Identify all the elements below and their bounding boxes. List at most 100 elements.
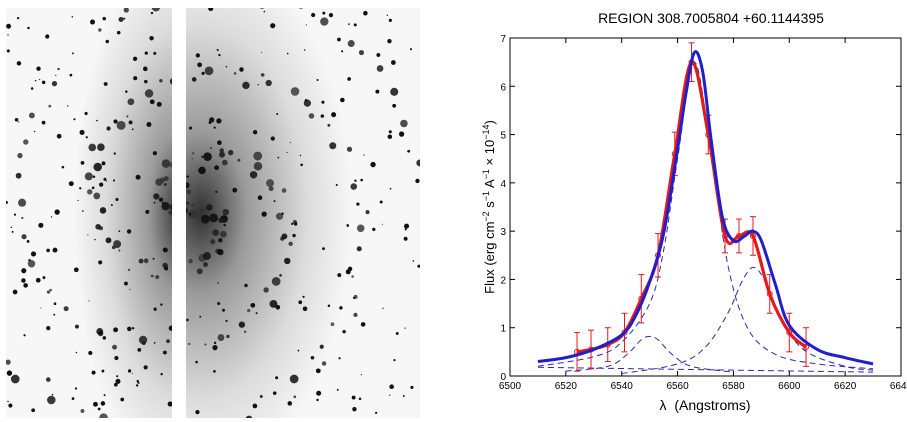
star-dot: [101, 161, 106, 166]
arm-clump: [84, 172, 93, 181]
star-dot: [23, 334, 26, 337]
arm-clump: [127, 268, 131, 271]
arm-clump: [354, 179, 357, 183]
arm-clump: [161, 202, 170, 211]
star-dot: [298, 300, 303, 305]
arm-clump: [118, 17, 124, 23]
star-dot: [310, 355, 315, 360]
star-dot: [337, 37, 341, 42]
star-dot: [131, 372, 133, 375]
star-dot: [347, 266, 353, 272]
star-dot: [56, 133, 62, 139]
star-dot: [52, 247, 58, 253]
star-dot: [186, 318, 189, 322]
star-dot: [96, 119, 98, 122]
arm-clump: [259, 395, 263, 398]
star-dot: [162, 350, 167, 355]
star-dot: [403, 236, 408, 241]
arm-clump: [275, 212, 284, 220]
star-dot: [188, 213, 192, 216]
arm-clump: [219, 148, 224, 153]
star-dot: [382, 223, 384, 225]
arm-clump: [202, 252, 211, 261]
star-dot: [322, 247, 325, 251]
galaxy-image-left: [6, 8, 172, 418]
star-dot: [404, 228, 407, 231]
y-axis-label: Flux (erg cm−2 s−1 A−1 × 10−14): [481, 120, 497, 294]
galaxy-image-right-graphic: [186, 8, 420, 418]
star-dot: [209, 117, 215, 123]
star-dot: [167, 401, 172, 407]
star-dot: [395, 332, 399, 335]
data-point-11: [749, 232, 756, 239]
arm-clump: [237, 158, 241, 162]
star-dot: [272, 391, 277, 395]
arm-clump: [97, 330, 104, 337]
star-dot: [89, 19, 96, 25]
arm-clump: [169, 203, 172, 211]
star-dot: [34, 79, 37, 82]
star-dot: [409, 48, 413, 51]
star-dot: [189, 126, 193, 130]
star-dot: [382, 307, 384, 310]
x-tick-label-1: 6520: [555, 381, 578, 392]
star-dot: [239, 67, 244, 72]
arm-clump: [71, 52, 74, 55]
y-axis-label-c: A: [482, 179, 497, 191]
star-dot: [191, 157, 193, 160]
star-dot: [113, 382, 118, 387]
star-dot: [321, 100, 325, 104]
arm-clump: [356, 246, 362, 252]
arm-clump: [220, 230, 227, 238]
star-dot: [126, 229, 132, 234]
arm-clump: [280, 236, 285, 241]
arm-clump: [166, 339, 170, 344]
star-dot: [217, 301, 221, 305]
star-dot: [197, 62, 202, 68]
star-dot: [113, 152, 116, 155]
star-dot: [128, 120, 133, 125]
arm-clump: [269, 299, 278, 308]
x-tick-label-2: 6540: [611, 381, 634, 392]
star-dot: [275, 304, 281, 310]
star-dot: [18, 121, 20, 123]
arm-clump: [105, 237, 112, 244]
star-dot: [353, 23, 357, 27]
star-dot: [402, 395, 405, 397]
y-tick-label-2: 2: [500, 275, 506, 286]
continuum-line: [537, 366, 874, 373]
star-dot: [102, 336, 107, 340]
arm-clump: [233, 72, 237, 75]
star-dot: [55, 74, 57, 76]
star-dot: [39, 78, 41, 81]
star-dot: [113, 119, 118, 124]
star-dot: [61, 165, 65, 169]
star-dot: [415, 178, 420, 184]
star-dot: [102, 16, 107, 21]
arm-clump: [260, 73, 265, 77]
star-dot: [215, 190, 218, 193]
arm-clump: [113, 240, 122, 249]
star-dot: [13, 213, 17, 216]
arm-clump: [203, 152, 212, 161]
star-dot: [216, 48, 219, 52]
star-dot: [153, 307, 157, 311]
star-dot: [406, 150, 409, 152]
star-dot: [82, 210, 84, 212]
star-dot: [208, 8, 214, 12]
arm-clump: [106, 126, 111, 131]
star-dot: [263, 10, 266, 13]
star-dot: [213, 370, 216, 373]
star-dot: [79, 187, 82, 190]
star-dot: [277, 156, 280, 159]
total-fit-line: [537, 50, 874, 366]
arm-clump: [210, 239, 216, 245]
star-dot: [379, 200, 383, 204]
star-dot: [53, 313, 56, 316]
star-dot: [217, 282, 219, 284]
arm-clump: [268, 186, 274, 192]
arm-clump: [204, 343, 207, 346]
star-dot: [115, 378, 121, 384]
star-dot: [87, 234, 89, 236]
star-dot: [273, 200, 276, 203]
